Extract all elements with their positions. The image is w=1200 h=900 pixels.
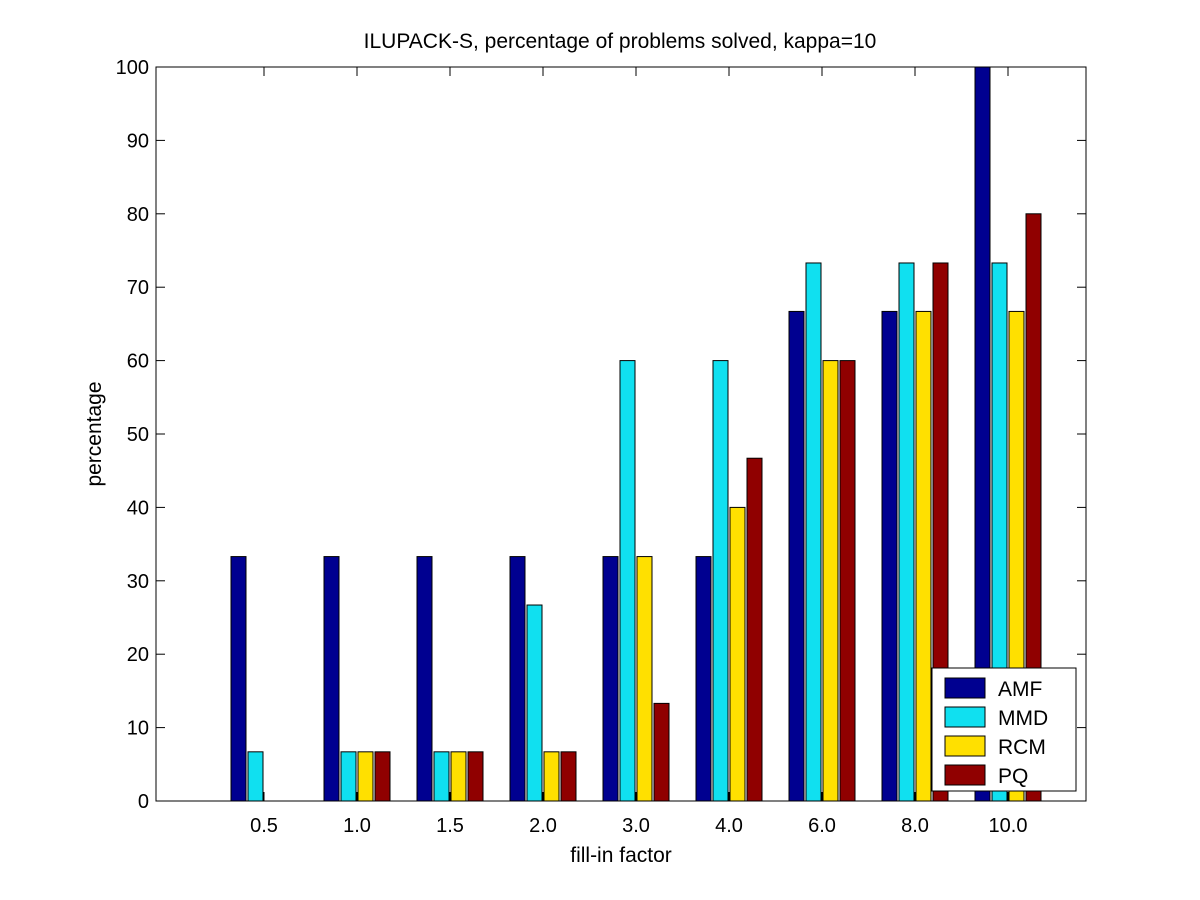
y-tick-label: 100	[116, 57, 149, 79]
bar-amf-8.0	[881, 310, 898, 802]
y-tick-label: 20	[127, 644, 149, 666]
x-tick-label: 2.0	[529, 815, 557, 837]
y-tick-label: 30	[127, 571, 149, 593]
x-tick-label: 0.5	[250, 815, 278, 837]
x-tick-label: 1.5	[436, 815, 464, 837]
legend-swatch-pq	[944, 764, 986, 786]
x-tick-label: 1.0	[343, 815, 371, 837]
bar-rcm-6.0	[822, 360, 839, 802]
legend: AMF MMD RCM PQ	[931, 667, 1077, 792]
bar-mmd-6.0	[805, 262, 822, 802]
bar-amf-4.0	[695, 556, 712, 802]
x-tick-label: 6.0	[808, 815, 836, 837]
bar-mmd-0.5	[247, 751, 264, 802]
y-axis-label: percentage	[83, 381, 106, 486]
x-tick-label: 8.0	[901, 815, 929, 837]
bar-amf-1.0	[323, 556, 340, 802]
x-tick-label: 10.0	[989, 815, 1028, 837]
bar-amf-1.5	[416, 556, 433, 802]
legend-label-amf: AMF	[998, 678, 1042, 701]
y-tick-label: 90	[127, 130, 149, 152]
x-tick-label: 4.0	[715, 815, 743, 837]
y-tick-label: 10	[127, 718, 149, 740]
legend-label-pq: PQ	[998, 765, 1028, 788]
legend-label-mmd: MMD	[998, 707, 1048, 730]
legend-swatch-rcm	[944, 735, 986, 757]
x-axis-ticks: 0.5 1.0 1.5 2.0 3.0 4.0 6.0 8.0 10.0	[250, 67, 1027, 837]
bar-pq-4.0	[746, 457, 763, 802]
bar-amf-0.5	[230, 556, 247, 802]
legend-swatch-amf	[944, 677, 986, 699]
bar-amf-2.0	[509, 556, 526, 802]
x-tick-label: 3.0	[622, 815, 650, 837]
y-axis-ticks: 0 10 20 30 40 50 60 70 80 90 100	[116, 57, 1086, 813]
bar-mmd-2.0	[526, 604, 543, 802]
y-tick-label: 70	[127, 277, 149, 299]
bar-pq-2.0	[560, 751, 577, 802]
bar-rcm-2.0	[543, 751, 560, 802]
bar-mmd-4.0	[712, 360, 729, 802]
y-tick-label: 80	[127, 204, 149, 226]
legend-swatch-mmd	[944, 706, 986, 728]
bar-mmd-1.0	[340, 751, 357, 802]
bar-mmd-1.5	[433, 751, 450, 802]
bar-pq-6.0	[839, 360, 856, 802]
bar-amf-3.0	[602, 556, 619, 802]
bar-rcm-1.5	[450, 751, 467, 802]
bar-rcm-8.0	[915, 310, 932, 802]
bar-mmd-8.0	[898, 262, 915, 802]
y-tick-label: 50	[127, 424, 149, 446]
bars-group	[230, 66, 1042, 802]
y-tick-label: 0	[138, 791, 149, 813]
x-axis-label: fill-in factor	[570, 844, 672, 867]
bar-rcm-3.0	[636, 556, 653, 802]
bar-mmd-3.0	[619, 360, 636, 802]
bar-pq-3.0	[653, 702, 670, 802]
legend-label-rcm: RCM	[998, 736, 1046, 759]
bar-amf-6.0	[788, 310, 805, 802]
chart-title: ILUPACK-S, percentage of problems solved…	[364, 30, 877, 53]
bar-rcm-4.0	[729, 506, 746, 802]
bar-pq-1.5	[467, 751, 484, 802]
y-tick-label: 60	[127, 351, 149, 373]
bar-rcm-1.0	[357, 751, 374, 802]
bar-pq-1.0	[374, 751, 391, 802]
y-tick-label: 40	[127, 497, 149, 519]
